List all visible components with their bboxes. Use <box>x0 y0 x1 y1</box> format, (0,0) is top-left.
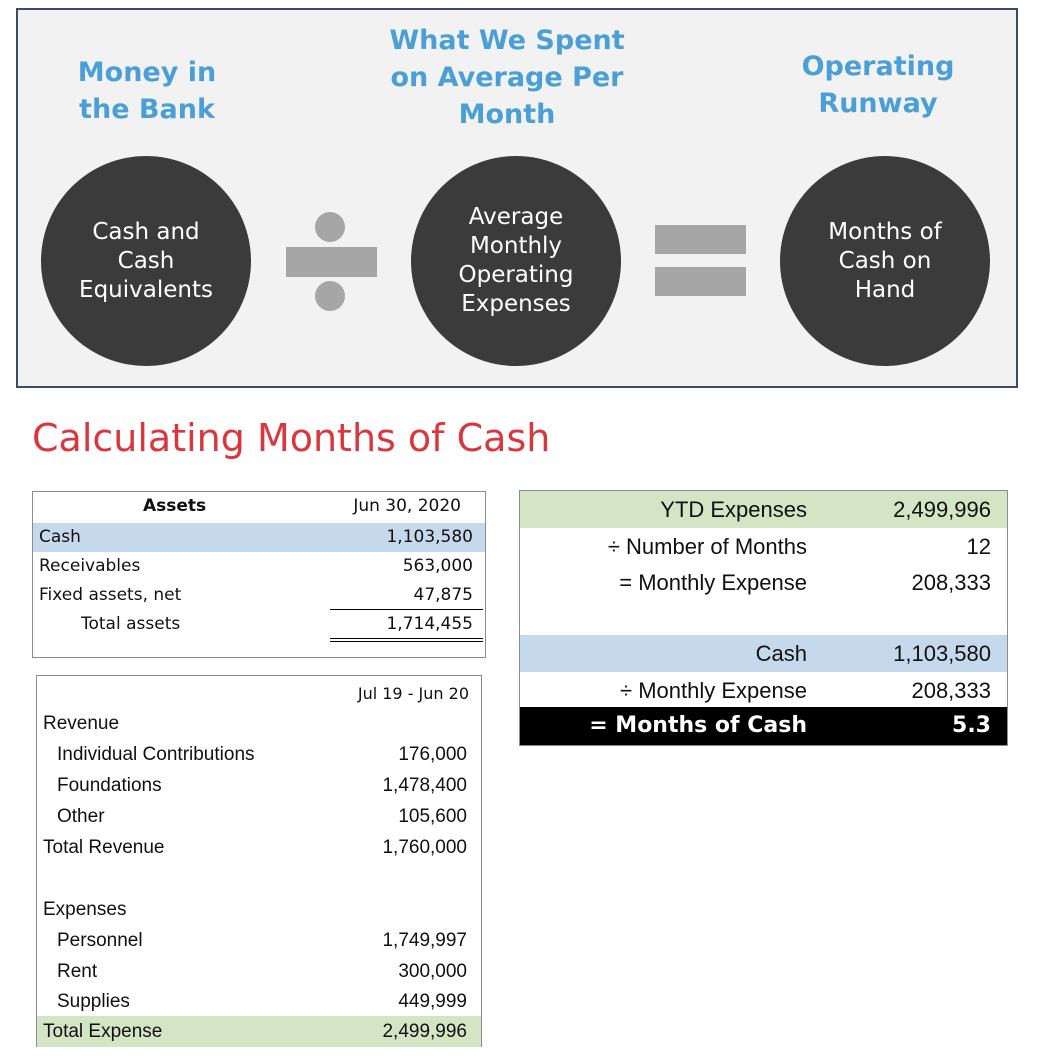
table-row: Personnel 1,749,997 <box>37 925 481 956</box>
divide-icon-bottom-dot <box>315 281 345 311</box>
row-value: 1,478,400 <box>382 775 467 796</box>
row-label: Rent <box>57 961 98 982</box>
circle-line: Average <box>468 204 564 230</box>
circle-line: Equivalents <box>79 276 213 303</box>
row-value: 563,000 <box>402 556 473 576</box>
row-value: 5.3 <box>952 713 991 738</box>
circle-line: Cash and <box>92 218 200 245</box>
row-label: = Monthly Expense <box>619 570 807 595</box>
heading-line: Operating <box>801 51 955 82</box>
row-label: Cash <box>755 641 807 666</box>
heading-line: the Bank <box>79 94 215 125</box>
subtotal-rule <box>330 609 483 610</box>
revenue-heading: Revenue <box>43 713 120 734</box>
row-label: YTD Expenses <box>660 497 807 522</box>
total-double-rule <box>330 638 483 642</box>
row-label: Other <box>57 806 105 827</box>
table-row: Other 105,600 <box>37 801 481 832</box>
heading-operating-runway: Operating Runway <box>788 48 968 122</box>
total-expense-row: Total Expense 2,499,996 <box>37 1016 481 1047</box>
row-label: Foundations <box>57 775 162 796</box>
row-value: 300,000 <box>398 961 467 982</box>
table-row: Individual Contributions 176,000 <box>37 739 481 770</box>
heading-line: Money in <box>77 57 217 88</box>
balance-sheet-table: Assets Jun 30, 2020 Cash 1,103,580 Recei… <box>32 491 486 658</box>
circle-line: Hand <box>854 276 916 303</box>
row-value: 208,333 <box>911 678 991 703</box>
formula-panel: Money in the Bank What We Spent on Avera… <box>16 8 1018 388</box>
equals-icon-top-bar <box>655 225 746 254</box>
row-value: 176,000 <box>398 744 467 765</box>
table-row: Total assets 1,714,455 <box>33 610 485 639</box>
row-value: 12 <box>966 534 991 559</box>
expenses-heading: Expenses <box>43 899 127 920</box>
row-label: Individual Contributions <box>57 744 255 765</box>
date-header: Jun 30, 2020 <box>353 496 461 516</box>
row-value: 1,760,000 <box>382 837 467 858</box>
row-label: Supplies <box>57 991 130 1012</box>
row-label: Total Expense <box>43 1021 163 1042</box>
heading-line: on Average Per <box>390 62 624 93</box>
row-value: 105,600 <box>398 806 467 827</box>
table-row: Cash 1,103,580 <box>520 635 1007 672</box>
heading-line: Runway <box>818 88 938 119</box>
table-row: Supplies 449,999 <box>37 986 481 1017</box>
heading-line: What We Spent <box>389 25 625 56</box>
circle-line: Monthly <box>469 233 563 259</box>
circle-avg-monthly-expenses: Average Monthly Operating Expenses <box>411 156 621 366</box>
row-value: 449,999 <box>398 991 467 1012</box>
table-row: Fixed assets, net 47,875 <box>33 581 485 610</box>
divide-icon <box>286 247 377 277</box>
circle-months-of-cash: Months of Cash on Hand <box>780 156 990 366</box>
heading-what-we-spent: What We Spent on Average Per Month <box>382 22 632 133</box>
months-of-cash-table: YTD Expenses 2,499,996 ÷ Number of Month… <box>519 490 1008 746</box>
table-row: ÷ Monthly Expense 208,333 <box>520 672 1007 709</box>
months-of-cash-result-row: = Months of Cash 5.3 <box>520 707 1007 745</box>
income-statement-table: Jul 19 - Jun 20 Revenue Individual Contr… <box>36 675 482 1047</box>
row-value: 47,875 <box>413 585 473 605</box>
circle-line: Cash <box>117 247 175 274</box>
row-label: ÷ Monthly Expense <box>620 678 807 703</box>
row-label: Fixed assets, net <box>39 585 182 605</box>
row-label: Receivables <box>39 556 141 576</box>
row-value: 208,333 <box>911 570 991 595</box>
table-row: = Monthly Expense 208,333 <box>520 564 1007 601</box>
row-value: 1,714,455 <box>386 614 473 634</box>
table-row: Foundations 1,478,400 <box>37 770 481 801</box>
row-label: Personnel <box>57 930 143 951</box>
expenses-heading-row: Expenses <box>37 894 481 925</box>
row-value: 1,103,580 <box>386 527 473 547</box>
table-row: Receivables 563,000 <box>33 552 485 581</box>
circle-cash-equivalents: Cash and Cash Equivalents <box>41 156 251 366</box>
section-title: Calculating Months of Cash <box>32 416 551 460</box>
circle-line: Operating <box>458 262 574 288</box>
period-label: Jul 19 - Jun 20 <box>357 684 469 703</box>
period-header: Jul 19 - Jun 20 <box>37 678 481 709</box>
row-label: Cash <box>39 527 81 547</box>
row-value: 2,499,996 <box>893 497 991 522</box>
circle-line: Cash on <box>838 247 932 274</box>
table-row: Cash 1,103,580 <box>33 523 485 552</box>
table-row: YTD Expenses 2,499,996 <box>520 491 1007 528</box>
row-value: 1,103,580 <box>893 641 991 666</box>
equals-icon-bottom-bar <box>655 267 746 296</box>
circle-line: Months of <box>828 218 942 245</box>
row-label: Total Revenue <box>43 837 165 858</box>
row-label: ÷ Number of Months <box>607 534 807 559</box>
circle-line: Expenses <box>461 291 571 317</box>
row-label: Total assets <box>81 614 181 634</box>
table-row: ÷ Number of Months 12 <box>520 528 1007 565</box>
row-value: 2,499,996 <box>382 1021 467 1042</box>
revenue-heading-row: Revenue <box>37 708 481 739</box>
row-label: = Months of Cash <box>589 713 807 738</box>
row-value: 1,749,997 <box>382 930 467 951</box>
assets-header: Assets <box>143 496 207 516</box>
heading-line: Month <box>458 99 556 130</box>
heading-money-in-bank: Money in the Bank <box>62 54 232 128</box>
total-revenue-row: Total Revenue 1,760,000 <box>37 832 481 863</box>
divide-icon-top-dot <box>315 212 345 242</box>
balance-sheet-header: Assets Jun 30, 2020 <box>33 492 485 521</box>
table-row: Rent 300,000 <box>37 956 481 987</box>
